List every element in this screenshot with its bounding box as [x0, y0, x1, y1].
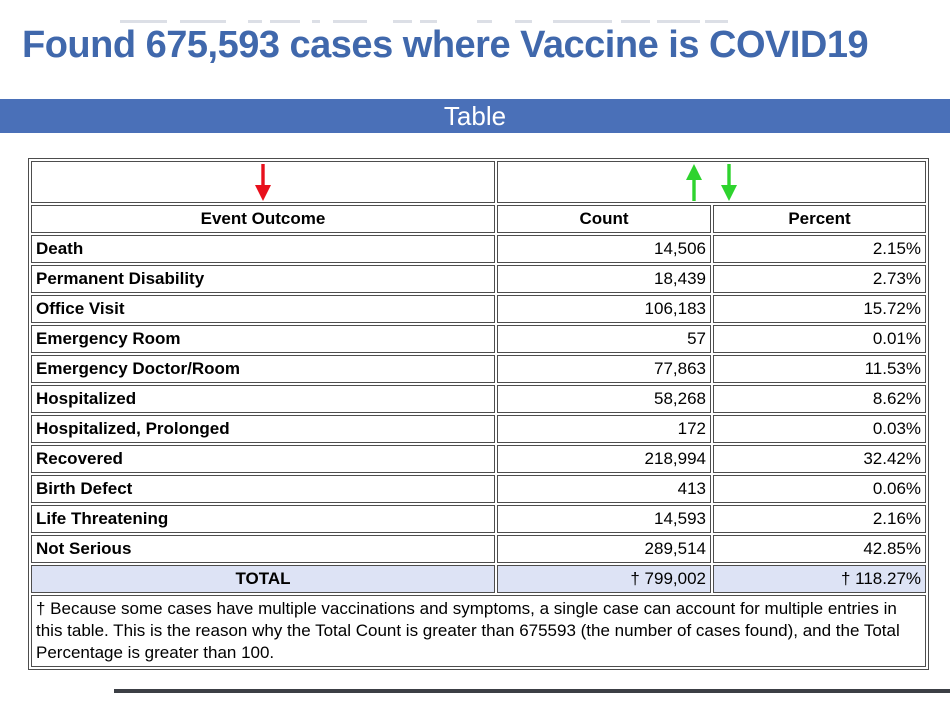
value-sort-cell	[497, 161, 927, 203]
table-row: Not Serious 289,514 42.85%	[31, 535, 927, 563]
event-outcome-cell: Hospitalized	[31, 385, 495, 413]
count-cell: 58,268	[497, 385, 711, 413]
total-label-cell: TOTAL	[31, 565, 495, 593]
count-cell: 77,863	[497, 355, 711, 383]
percent-cell: 2.73%	[713, 265, 927, 293]
count-cell: 14,506	[497, 235, 711, 263]
total-count-cell: † 799,002	[497, 565, 711, 593]
table-row: Recovered 218,994 32.42%	[31, 445, 927, 473]
sort-outcome-descending-button[interactable]	[253, 163, 273, 201]
sort-values-descending-button[interactable]	[719, 163, 739, 201]
section-bar-label: Table	[443, 101, 507, 131]
count-cell: 289,514	[497, 535, 711, 563]
outcome-sort-cell	[31, 161, 495, 203]
table-row: Life Threatening 14,593 2.16%	[31, 505, 927, 533]
count-cell: 172	[497, 415, 711, 443]
count-cell: 106,183	[497, 295, 711, 323]
column-header-event-outcome: Event Outcome	[31, 205, 495, 233]
red-down-arrow-icon	[255, 163, 271, 201]
page-title: Found 675,593 cases where Vaccine is COV…	[22, 24, 869, 66]
event-outcome-cell: Permanent Disability	[31, 265, 495, 293]
count-cell: 14,593	[497, 505, 711, 533]
event-outcome-cell: Birth Defect	[31, 475, 495, 503]
percent-cell: 2.15%	[713, 235, 927, 263]
event-outcome-table: Event Outcome Count Percent Death 14,506…	[28, 158, 930, 670]
table-row: Hospitalized, Prolonged 172 0.03%	[31, 415, 927, 443]
percent-cell: 0.06%	[713, 475, 927, 503]
table-row: Office Visit 106,183 15.72%	[31, 295, 927, 323]
event-outcome-cell: Death	[31, 235, 495, 263]
green-up-arrow-icon	[686, 163, 703, 201]
table-row: Emergency Doctor/Room 77,863 11.53%	[31, 355, 927, 383]
percent-cell: 0.03%	[713, 415, 927, 443]
sort-controls-row	[31, 161, 927, 203]
table-row: Hospitalized 58,268 8.62%	[31, 385, 927, 413]
table-section-bar: Table	[0, 99, 950, 133]
event-outcome-cell: Emergency Doctor/Room	[31, 355, 495, 383]
event-outcome-cell: Hospitalized, Prolonged	[31, 415, 495, 443]
percent-cell: 42.85%	[713, 535, 927, 563]
total-row: TOTAL † 799,002 † 118.27%	[31, 565, 927, 593]
table-header-row: Event Outcome Count Percent	[31, 205, 927, 233]
total-percent-cell: † 118.27%	[713, 565, 927, 593]
count-cell: 18,439	[497, 265, 711, 293]
vaers-results-page: Found 675,593 cases where Vaccine is COV…	[0, 20, 950, 693]
event-outcome-cell: Life Threatening	[31, 505, 495, 533]
cropped-bottom-bar	[114, 689, 950, 693]
column-header-percent: Percent	[713, 205, 927, 233]
percent-cell: 15.72%	[713, 295, 927, 323]
percent-cell: 2.16%	[713, 505, 927, 533]
table-row: Death 14,506 2.15%	[31, 235, 927, 263]
green-down-arrow-icon	[720, 163, 737, 201]
footnote-row: † Because some cases have multiple vacci…	[31, 595, 927, 667]
count-cell: 218,994	[497, 445, 711, 473]
event-outcome-cell: Recovered	[31, 445, 495, 473]
event-outcome-cell: Not Serious	[31, 535, 495, 563]
percent-cell: 0.01%	[713, 325, 927, 353]
table-row: Birth Defect 413 0.06%	[31, 475, 927, 503]
sort-values-ascending-button[interactable]	[684, 163, 704, 201]
table-footnote: † Because some cases have multiple vacci…	[31, 595, 927, 667]
count-cell: 57	[497, 325, 711, 353]
event-outcome-cell: Office Visit	[31, 295, 495, 323]
cropped-navbar-remnant	[0, 20, 950, 24]
percent-cell: 11.53%	[713, 355, 927, 383]
percent-cell: 8.62%	[713, 385, 927, 413]
percent-cell: 32.42%	[713, 445, 927, 473]
count-cell: 413	[497, 475, 711, 503]
table-row: Emergency Room 57 0.01%	[31, 325, 927, 353]
event-outcome-cell: Emergency Room	[31, 325, 495, 353]
table-row: Permanent Disability 18,439 2.73%	[31, 265, 927, 293]
column-header-count: Count	[497, 205, 711, 233]
